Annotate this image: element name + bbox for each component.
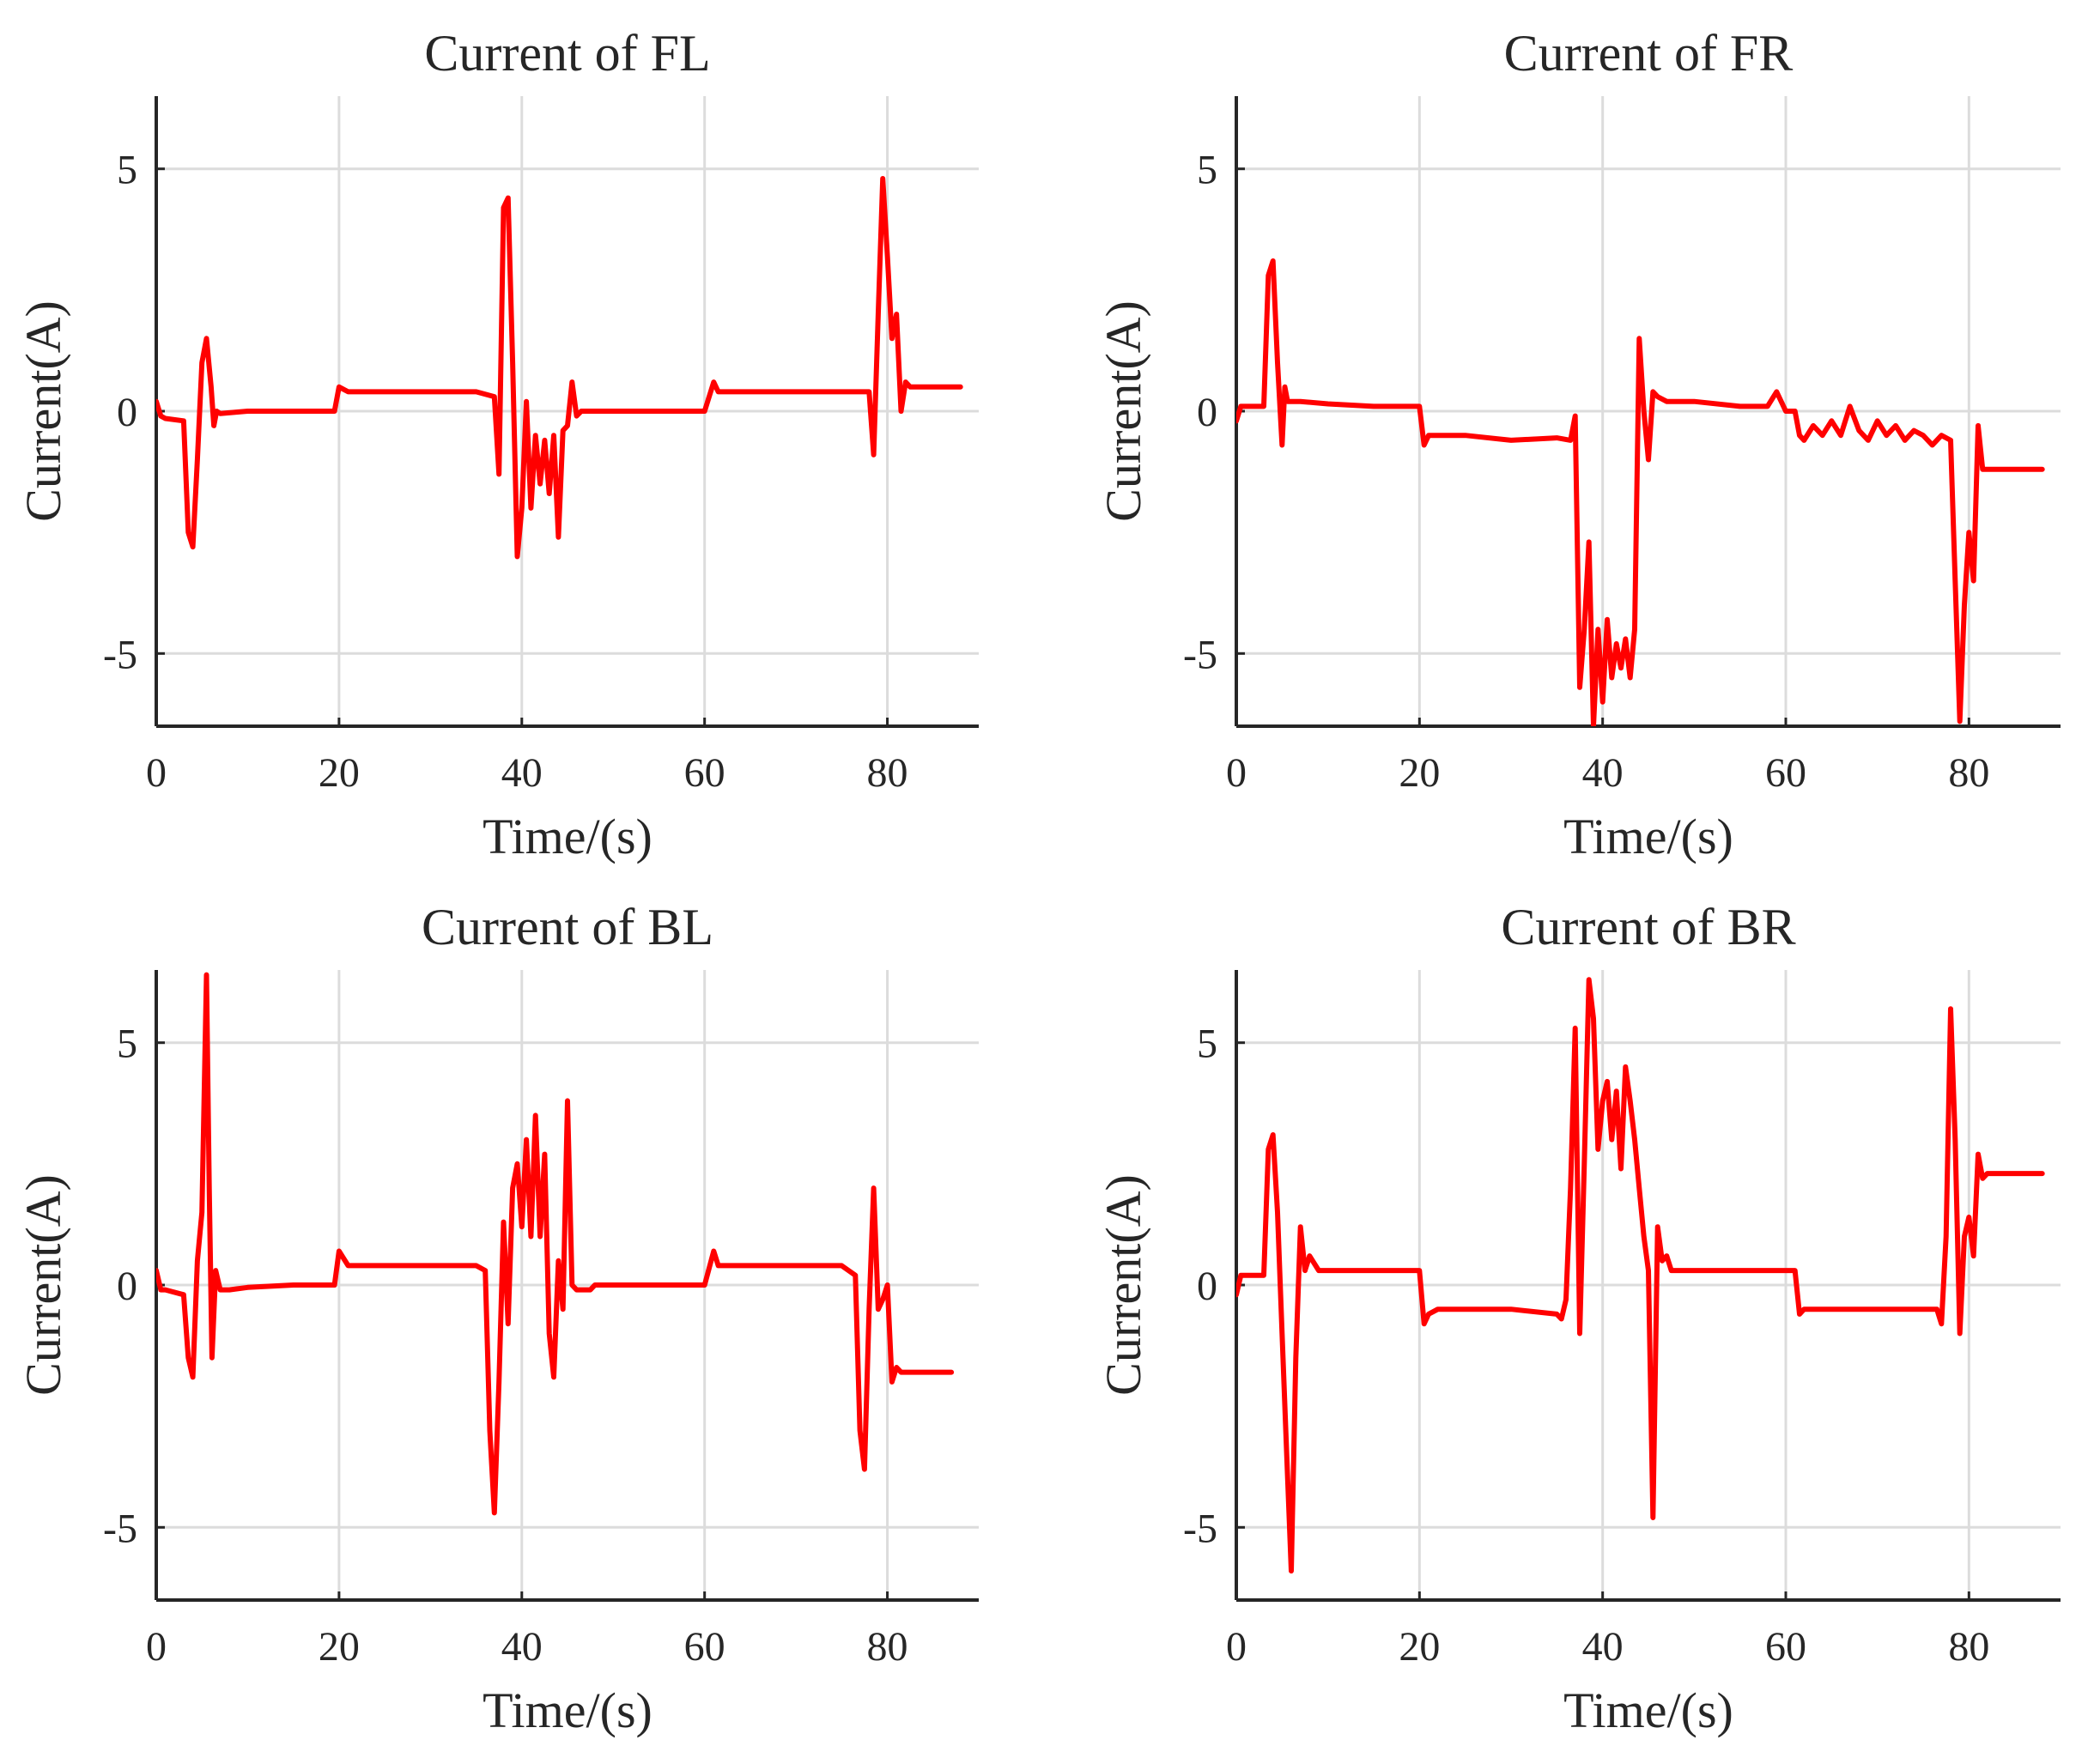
x-tick-label: 60 [684, 750, 725, 796]
x-axis-label: Time/(s) [483, 809, 652, 864]
x-tick-label: 0 [146, 750, 167, 796]
y-tick-label: 0 [1197, 390, 1217, 435]
y-tick-label: 0 [117, 390, 137, 435]
x-tick-label: 80 [1948, 750, 1989, 796]
y-tick-label: -5 [103, 632, 137, 677]
x-tick-label: 40 [1582, 1624, 1624, 1670]
chart-panel-current-of-bl: 0 20 40 60 80 -5 0 5 Current of BL Time/(s) Curren… [15, 899, 979, 1738]
y-axis-label: Current(A) [1096, 300, 1151, 522]
y-tick-label: 5 [1197, 1021, 1217, 1067]
x-tick-label: 40 [501, 1624, 543, 1670]
x-tick-label: 60 [684, 1624, 725, 1670]
chart-title: Current of BR [1501, 899, 1795, 955]
y-tick-label: 5 [1197, 148, 1217, 193]
y-tick-label: -5 [103, 1506, 137, 1551]
x-tick-label: 60 [1765, 750, 1806, 796]
series-line-current-of-bl [156, 972, 955, 1516]
x-axis-label: Time/(s) [483, 1682, 652, 1738]
series-line-current-of-br [1236, 977, 2045, 1574]
y-tick-label: 0 [117, 1264, 137, 1309]
x-axis-label: Time/(s) [1563, 809, 1733, 864]
x-tick-label: 20 [1399, 750, 1440, 796]
chart-title: Current of BL [422, 899, 713, 955]
x-tick-label: 80 [1948, 1624, 1989, 1670]
x-tick-label: 0 [1226, 750, 1247, 796]
x-tick-label: 0 [1226, 1624, 1247, 1670]
x-tick-label: 80 [867, 750, 908, 796]
chart-title: Current of FR [1504, 25, 1794, 82]
x-tick-label: 40 [501, 750, 543, 796]
x-tick-label: 20 [319, 750, 360, 796]
y-tick-label: -5 [1183, 632, 1217, 677]
series-line-current-of-fl [156, 176, 963, 560]
y-tick-label: 5 [117, 148, 137, 193]
y-tick-label: 0 [1197, 1264, 1217, 1309]
x-tick-label: 40 [1582, 750, 1624, 796]
x-tick-label: 80 [867, 1624, 908, 1670]
series-line-current-of-fr [1236, 258, 2045, 726]
y-axis-label: Current(A) [15, 300, 71, 522]
chart-panel-current-of-fr: 0 20 40 60 80 -5 0 5 Current of FR Time/(s) Curren… [1096, 25, 2061, 864]
x-tick-label: 60 [1765, 1624, 1806, 1670]
x-tick-label: 20 [319, 1624, 360, 1670]
chart-title: Current of FL [424, 25, 710, 82]
y-axis-label: Current(A) [15, 1174, 71, 1396]
y-tick-label: 5 [117, 1021, 137, 1067]
y-axis-label: Current(A) [1096, 1174, 1151, 1396]
x-tick-label: 20 [1399, 1624, 1440, 1670]
x-axis-label: Time/(s) [1563, 1682, 1733, 1738]
x-tick-label: 0 [146, 1624, 167, 1670]
chart-panel-current-of-br: 0 20 40 60 80 -5 0 5 Current of BR Time/(s) Curren… [1096, 899, 2061, 1738]
y-tick-label: -5 [1183, 1506, 1217, 1551]
chart-panel-current-of-fl: 0 20 40 60 80 -5 0 5 Current of FL Time/(s) Curren… [15, 25, 979, 864]
